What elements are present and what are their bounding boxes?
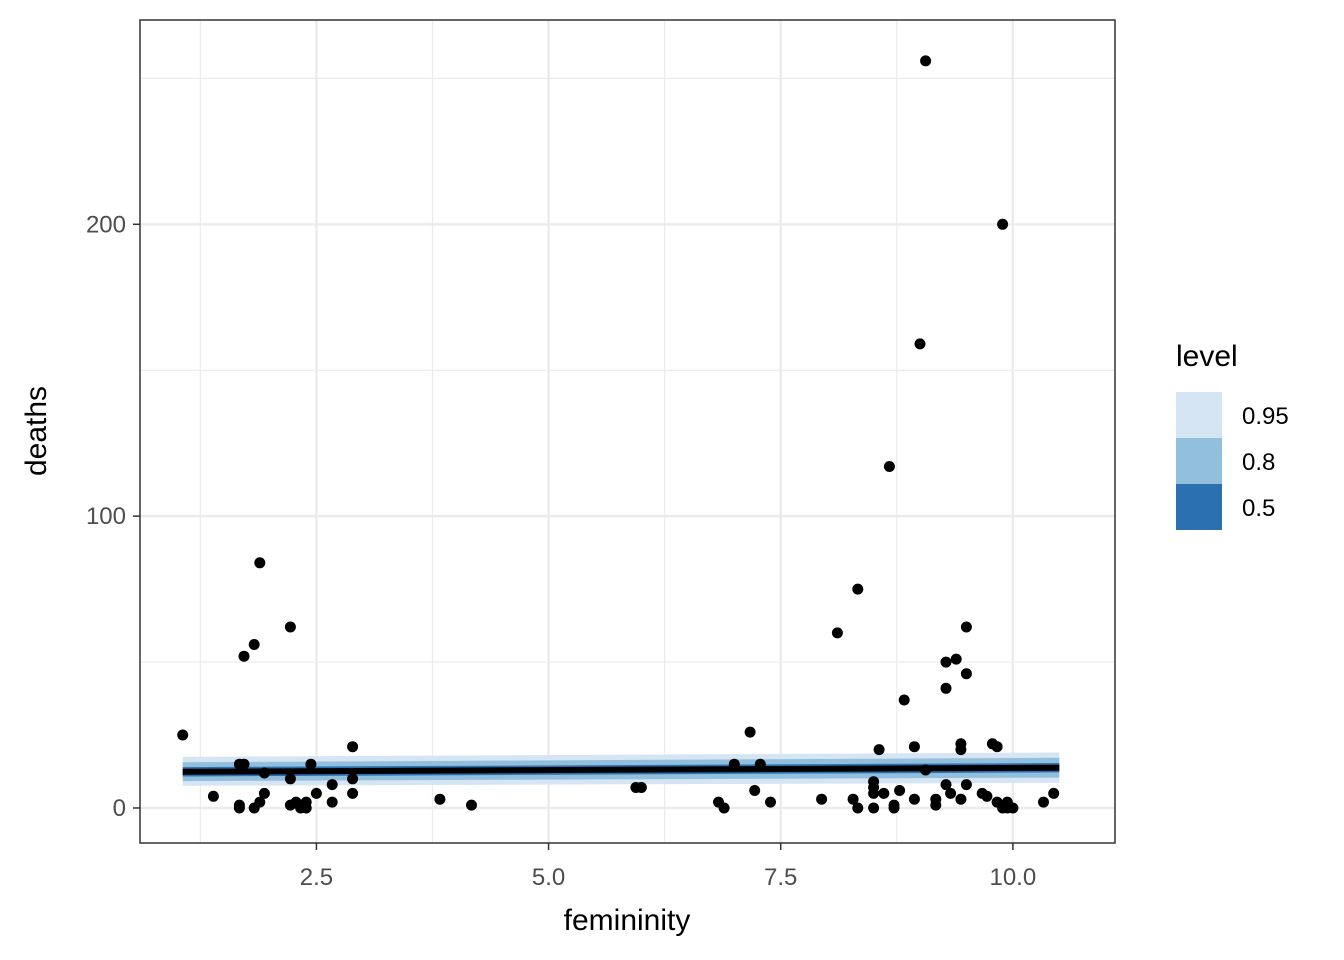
legend-key-label: 0.95: [1242, 403, 1289, 430]
data-point: [852, 583, 864, 595]
data-point: [326, 796, 338, 808]
data-point: [238, 650, 250, 662]
data-point: [347, 773, 359, 785]
legend: level 0.95 0.8 0.5: [1176, 340, 1289, 530]
data-point: [960, 668, 972, 680]
data-point: [233, 802, 245, 814]
data-point: [248, 639, 260, 650]
y-tick-label: 100: [86, 503, 126, 530]
data-point: [920, 764, 932, 776]
data-point: [991, 741, 1003, 753]
legend-key-label: 0.5: [1242, 495, 1275, 522]
data-point: [1048, 787, 1060, 799]
data-points: [177, 55, 1060, 814]
data-point: [888, 799, 900, 811]
data-point: [908, 741, 920, 753]
legend-keys: 0.95 0.8 0.5: [1176, 392, 1289, 530]
legend-key-label: 0.8: [1242, 449, 1275, 476]
data-point: [950, 653, 962, 665]
data-point: [878, 787, 890, 799]
legend-key-swatch: [1176, 484, 1222, 530]
data-point: [930, 799, 942, 811]
data-point: [816, 793, 828, 805]
data-point: [997, 218, 1009, 230]
x-tick-label: 7.5: [764, 864, 797, 891]
data-point: [207, 790, 219, 802]
data-point: [284, 799, 296, 811]
x-tick-label: 10.0: [989, 864, 1036, 891]
data-point: [305, 758, 317, 770]
data-point: [284, 621, 296, 633]
data-point: [868, 802, 880, 814]
data-point: [940, 656, 952, 668]
y-axis-title: deaths: [20, 386, 53, 476]
data-point: [955, 744, 967, 756]
data-point: [765, 796, 776, 808]
data-point: [940, 682, 952, 694]
data-point: [284, 773, 296, 785]
data-point: [300, 802, 312, 814]
legend-key-swatch: [1176, 438, 1222, 484]
panel-background: [140, 20, 1115, 843]
data-point: [852, 802, 864, 814]
data-point: [258, 767, 270, 779]
x-tick-label: 2.5: [300, 864, 333, 891]
trend-line-group: [182, 764, 1060, 775]
data-point: [960, 621, 972, 633]
data-point: [728, 758, 740, 770]
data-point: [945, 787, 957, 799]
y-tick-label: 0: [113, 795, 126, 822]
data-point: [831, 627, 843, 639]
x-tick-label: 5.0: [532, 864, 565, 891]
data-point: [914, 338, 926, 350]
data-point: [908, 793, 920, 805]
data-point: [960, 779, 972, 791]
data-point: [744, 726, 756, 738]
data-point: [873, 744, 885, 756]
data-point: [847, 793, 859, 805]
data-point: [254, 557, 266, 569]
data-point: [754, 758, 766, 770]
data-point: [635, 782, 647, 793]
data-point: [883, 461, 895, 472]
data-point: [1038, 796, 1049, 808]
data-point: [894, 785, 906, 796]
legend-key-swatch: [1176, 392, 1222, 438]
data-point: [347, 741, 359, 753]
x-axis: 2.5 5.0 7.5 10.0: [300, 843, 1036, 891]
data-point: [898, 694, 910, 706]
data-point: [347, 787, 359, 799]
x-axis-title: femininity: [564, 904, 691, 937]
panel-border: [139, 19, 1116, 844]
data-point: [920, 55, 932, 67]
data-point: [466, 799, 477, 811]
plot-panel: [139, 19, 1116, 844]
data-point: [749, 785, 761, 796]
data-point: [258, 787, 270, 799]
y-axis: 0 100 200: [86, 211, 140, 822]
data-point: [981, 790, 993, 802]
data-point: [177, 729, 189, 741]
data-point: [940, 779, 952, 791]
legend-title: level: [1176, 340, 1238, 373]
data-point: [1007, 802, 1019, 814]
data-point: [718, 802, 730, 814]
grid-minor: [140, 20, 1115, 843]
data-point: [238, 758, 250, 770]
data-point: [955, 793, 967, 805]
data-point: [310, 787, 322, 799]
data-point: [248, 802, 260, 814]
data-point: [434, 793, 446, 805]
data-point: [868, 787, 880, 799]
trend-line: [182, 764, 1060, 775]
data-point: [326, 779, 338, 791]
y-tick-label: 200: [86, 211, 126, 238]
grid-major: [140, 20, 1115, 843]
